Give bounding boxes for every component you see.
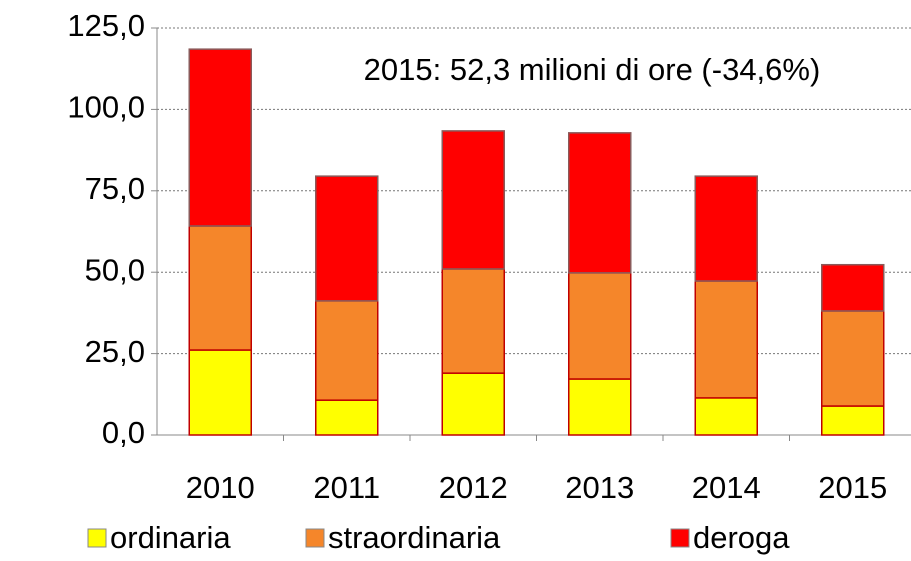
bar-segment — [441, 372, 505, 436]
x-tick-label: 2015 — [818, 470, 887, 505]
bar-segment — [694, 280, 758, 399]
legend-label: ordinaria — [110, 520, 231, 555]
bar-segment — [694, 397, 758, 436]
x-tick-label: 2012 — [439, 470, 508, 505]
bar-segment — [315, 175, 379, 302]
legend-label: straordinaria — [328, 520, 501, 555]
bar-segment — [568, 272, 632, 380]
bar-segment — [441, 268, 505, 374]
legend-swatch — [305, 528, 325, 548]
bar-segment — [821, 263, 885, 312]
legend-label: deroga — [693, 520, 790, 555]
x-tick-label: 2011 — [313, 470, 380, 505]
bar-segment — [568, 378, 632, 436]
bar-segment — [188, 225, 252, 351]
x-tick-label: 2010 — [186, 470, 255, 505]
x-tick-label: 2013 — [565, 470, 634, 505]
x-tick-label: 2014 — [692, 470, 761, 505]
bar-segment — [315, 399, 379, 436]
y-tick-label: 75,0 — [85, 171, 145, 206]
y-tick-label: 0,0 — [102, 415, 145, 450]
bar-segment — [441, 130, 505, 270]
bar-segment — [694, 175, 758, 282]
y-tick-label: 25,0 — [85, 334, 145, 369]
bar-segment — [821, 405, 885, 436]
y-tick-label: 125,0 — [67, 8, 145, 43]
y-tick-label: 100,0 — [67, 90, 145, 125]
legend-swatch — [87, 528, 107, 548]
y-tick-label: 50,0 — [85, 252, 145, 287]
bar-segment — [315, 300, 379, 401]
bar-segment — [188, 349, 252, 436]
annotation: 2015: 52,3 milioni di ore (-34,6%) — [364, 52, 821, 87]
bar-segment — [568, 132, 632, 274]
bar-segment — [821, 310, 885, 407]
legend-swatch — [670, 528, 690, 548]
bar-segment — [188, 48, 252, 227]
